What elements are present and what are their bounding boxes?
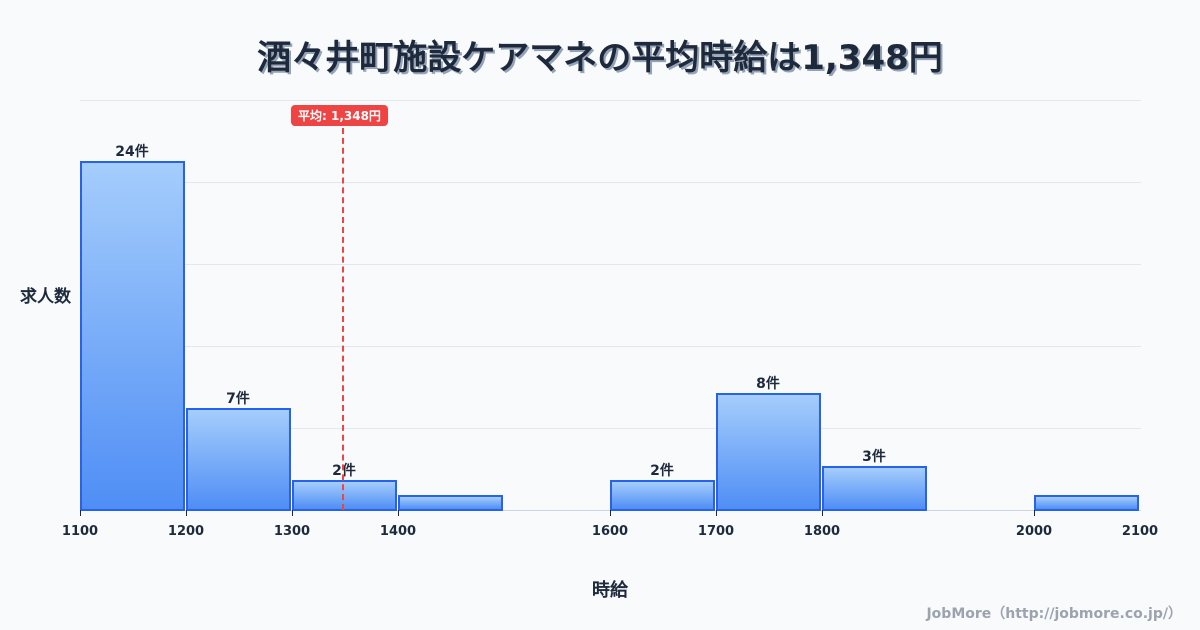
x-tick — [186, 510, 187, 516]
gridline — [80, 182, 1141, 183]
x-axis-label: 時給 — [592, 580, 628, 601]
x-tick-label: 1600 — [591, 524, 629, 539]
bar-value-label: 2件 — [332, 463, 356, 479]
x-tick — [716, 510, 717, 516]
histogram-bar — [80, 161, 185, 511]
x-tick-label: 1400 — [379, 524, 417, 539]
histogram-bar — [1034, 495, 1139, 511]
gridline — [80, 100, 1141, 101]
histogram-bar — [716, 393, 821, 511]
histogram-bar — [398, 495, 503, 511]
x-tick — [292, 510, 293, 516]
chart-title: 酒々井町施設ケアマネの平均時給は1,348円 — [257, 38, 943, 78]
bar-value-label: 7件 — [226, 391, 250, 407]
bar-value-label: 8件 — [756, 376, 780, 392]
gridline — [80, 346, 1141, 347]
x-tick-label: 1200 — [167, 524, 205, 539]
y-axis-label: 求人数 — [20, 287, 71, 307]
x-tick-label: 2100 — [1121, 524, 1159, 539]
x-tick-label: 1800 — [803, 524, 841, 539]
histogram-bar — [610, 480, 715, 511]
x-tick-label: 1100 — [61, 524, 99, 539]
histogram-bar — [186, 408, 291, 511]
gridline — [80, 428, 1141, 429]
average-badge: 平均: 1,348円 — [291, 105, 388, 126]
gridline — [80, 264, 1141, 265]
histogram-bar — [292, 480, 397, 511]
x-tick-label: 1700 — [697, 524, 735, 539]
x-tick — [1034, 510, 1035, 516]
x-tick — [822, 510, 823, 516]
source-credit: JobMore（http://jobmore.co.jp/） — [926, 606, 1182, 622]
bar-value-label: 24件 — [115, 144, 149, 160]
histogram-bar — [822, 466, 927, 511]
bar-value-label: 3件 — [862, 449, 886, 465]
bar-value-label: 2件 — [650, 463, 674, 479]
x-tick — [610, 510, 611, 516]
x-tick-label: 1300 — [273, 524, 311, 539]
x-tick — [80, 510, 81, 516]
x-tick-label: 2000 — [1015, 524, 1053, 539]
x-tick — [398, 510, 399, 516]
average-line — [342, 128, 344, 510]
